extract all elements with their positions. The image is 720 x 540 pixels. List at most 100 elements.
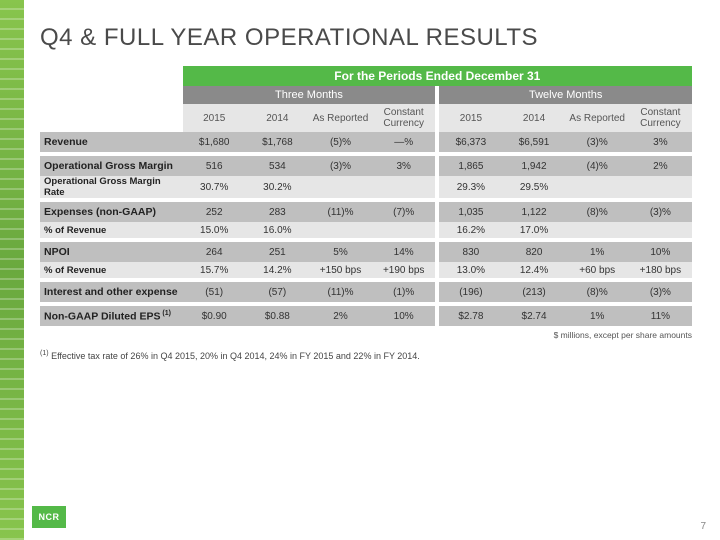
cell: 14%	[372, 242, 435, 262]
cell: 29.5%	[502, 176, 565, 198]
header-row-cols: 2015 2014 As Reported Constant Currency …	[40, 104, 692, 132]
cell: 15.0%	[183, 222, 246, 238]
cell: 534	[246, 156, 309, 176]
table-row: Revenue$1,680$1,768(5)%—%$6,373$6,591(3)…	[40, 132, 692, 152]
col-2015-y: 2015	[439, 104, 502, 132]
row-label: Non-GAAP Diluted EPS (1)	[40, 306, 183, 326]
brand-logo: NCR	[32, 506, 66, 528]
header-twelve-months: Twelve Months	[439, 86, 692, 104]
cell: 10%	[372, 306, 435, 326]
row-label: % of Revenue	[40, 222, 183, 238]
cell: $2.74	[502, 306, 565, 326]
cell: (5)%	[309, 132, 372, 152]
table-row: Interest and other expense(51)(57)(11)%(…	[40, 282, 692, 302]
cell: $6,591	[502, 132, 565, 152]
cell: (4)%	[566, 156, 629, 176]
cell: 1,122	[502, 202, 565, 222]
cell: 3%	[629, 132, 692, 152]
cell: (11)%	[309, 282, 372, 302]
cell	[566, 176, 629, 198]
cell: 2%	[309, 306, 372, 326]
cell: (3)%	[309, 156, 372, 176]
cell: 10%	[629, 242, 692, 262]
row-label: Expenses (non-GAAP)	[40, 202, 183, 222]
cell: $2.78	[439, 306, 502, 326]
cell: +190 bps	[372, 262, 435, 278]
cell: (8)%	[566, 282, 629, 302]
cell: 14.2%	[246, 262, 309, 278]
footnote-units: $ millions, except per share amounts	[40, 330, 692, 340]
results-table-wrap: For the Periods Ended December 31 Three …	[40, 66, 692, 361]
table-row: Operational Gross Margin Rate30.7%30.2%2…	[40, 176, 692, 198]
header-main: For the Periods Ended December 31	[183, 66, 692, 86]
cell: +60 bps	[566, 262, 629, 278]
row-label: Interest and other expense	[40, 282, 183, 302]
cell: 17.0%	[502, 222, 565, 238]
cell	[566, 222, 629, 238]
cell: 283	[246, 202, 309, 222]
table-row: Operational Gross Margin516534(3)%3%1,86…	[40, 156, 692, 176]
col-2014-q: 2014	[246, 104, 309, 132]
cell: 16.0%	[246, 222, 309, 238]
cell: 1%	[566, 306, 629, 326]
row-label: % of Revenue	[40, 262, 183, 278]
corner-blank	[40, 66, 183, 86]
col-cc-y: Constant Currency	[629, 104, 692, 132]
cell: 13.0%	[439, 262, 502, 278]
col-asrep-y: As Reported	[566, 104, 629, 132]
cell: 29.3%	[439, 176, 502, 198]
col-2015-q: 2015	[183, 104, 246, 132]
header-row-period: Three Months Twelve Months	[40, 86, 692, 104]
cell	[309, 176, 372, 198]
table-row: % of Revenue15.7%14.2%+150 bps+190 bps13…	[40, 262, 692, 278]
cell: 1,035	[439, 202, 502, 222]
cell: 15.7%	[183, 262, 246, 278]
footnote-tax: (1) Effective tax rate of 26% in Q4 2015…	[40, 350, 692, 361]
cell: $1,768	[246, 132, 309, 152]
cell: 12.4%	[502, 262, 565, 278]
cell: 5%	[309, 242, 372, 262]
cell: 1,942	[502, 156, 565, 176]
cell: +150 bps	[309, 262, 372, 278]
page-title: Q4 & FULL YEAR OPERATIONAL RESULTS	[40, 24, 692, 52]
cell: 3%	[372, 156, 435, 176]
cell: —%	[372, 132, 435, 152]
cell	[372, 222, 435, 238]
table-row: % of Revenue15.0%16.0% 16.2%17.0%	[40, 222, 692, 238]
cell: (196)	[439, 282, 502, 302]
cell	[629, 222, 692, 238]
cell: 16.2%	[439, 222, 502, 238]
results-table: For the Periods Ended December 31 Three …	[40, 66, 692, 326]
row-label: Operational Gross Margin	[40, 156, 183, 176]
cell: 264	[183, 242, 246, 262]
cell: $6,373	[439, 132, 502, 152]
cell: 1,865	[439, 156, 502, 176]
cell: (3)%	[629, 202, 692, 222]
cell	[372, 176, 435, 198]
header-row-main: For the Periods Ended December 31	[40, 66, 692, 86]
cell: 1%	[566, 242, 629, 262]
slide-content: Q4 & FULL YEAR OPERATIONAL RESULTS For t…	[0, 0, 720, 540]
cell: 30.7%	[183, 176, 246, 198]
cell: $0.90	[183, 306, 246, 326]
cell: +180 bps	[629, 262, 692, 278]
cell: (51)	[183, 282, 246, 302]
cell: 2%	[629, 156, 692, 176]
cell: 251	[246, 242, 309, 262]
cell: 11%	[629, 306, 692, 326]
cell: 30.2%	[246, 176, 309, 198]
cell: (213)	[502, 282, 565, 302]
cell: 820	[502, 242, 565, 262]
cell: 252	[183, 202, 246, 222]
table-row: Non-GAAP Diluted EPS (1)$0.90$0.882%10%$…	[40, 306, 692, 326]
table-row: Expenses (non-GAAP)252283(11)%(7)%1,0351…	[40, 202, 692, 222]
table-row: NPOI2642515%14%8308201%10%	[40, 242, 692, 262]
row-label: Revenue	[40, 132, 183, 152]
cell: $1,680	[183, 132, 246, 152]
cell	[309, 222, 372, 238]
cell: 516	[183, 156, 246, 176]
col-cc-q: Constant Currency	[372, 104, 435, 132]
cell: 830	[439, 242, 502, 262]
cell	[629, 176, 692, 198]
col-asrep-q: As Reported	[309, 104, 372, 132]
